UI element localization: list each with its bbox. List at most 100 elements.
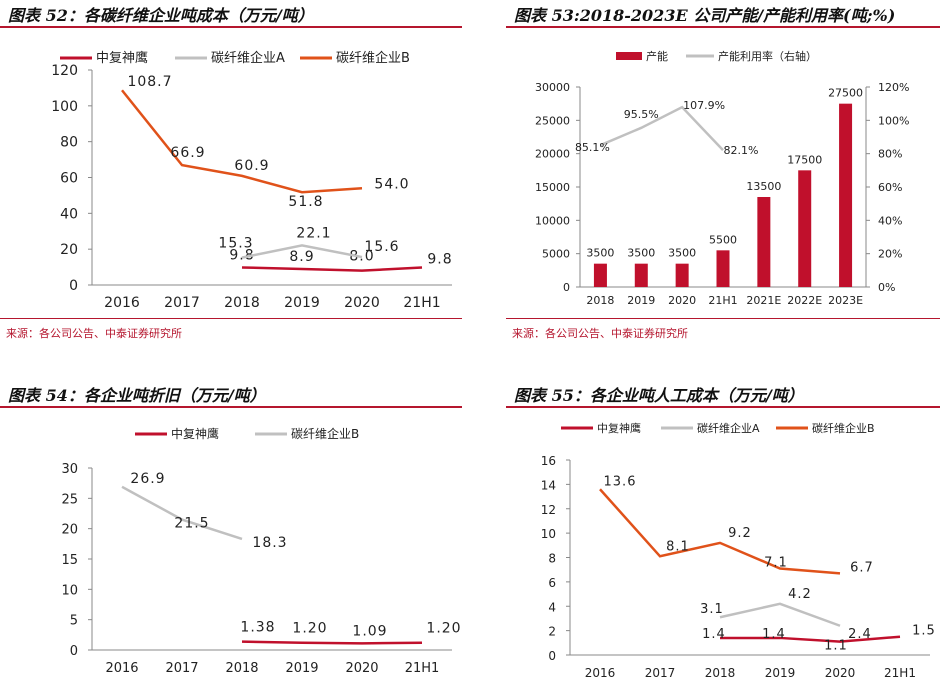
x-tick-label: 2019 bbox=[627, 294, 655, 307]
panel-title-bar: 图表 52：各碳纤维企业吨成本（万元/吨） bbox=[0, 0, 462, 28]
series-line-2 bbox=[121, 89, 363, 194]
series-line-1 bbox=[241, 244, 363, 259]
x-tick-label: 2020 bbox=[668, 294, 696, 307]
data-label: 1.4 bbox=[762, 627, 786, 642]
data-label: 1.1 bbox=[824, 639, 848, 654]
data-label: 95.5% bbox=[624, 108, 659, 121]
chart-panel-54: 图表 54：各企业吨折旧（万元/吨） 0 5 10 15 20 25 30 2016 2017 2… bbox=[0, 380, 462, 680]
data-label: 1.5 bbox=[912, 624, 936, 639]
y-tick-label: 6 bbox=[548, 576, 556, 590]
data-label: 8.1 bbox=[666, 539, 690, 554]
y-tick-label: 0 bbox=[563, 281, 570, 294]
data-label: 1.09 bbox=[352, 623, 387, 639]
data-label: 51.8 bbox=[288, 194, 323, 210]
x-tick-label: 2016 bbox=[105, 661, 138, 676]
bar bbox=[716, 250, 730, 287]
legend-label: 碳纤维企业B bbox=[812, 421, 875, 435]
x-tick-label: 21H1 bbox=[403, 295, 440, 311]
y-tick-label: 25 bbox=[61, 492, 78, 507]
y-tick-label: 20 bbox=[60, 242, 78, 258]
data-label: 9.2 bbox=[728, 526, 752, 541]
panel-title: 图表 52：各碳纤维企业吨成本（万元/吨） bbox=[8, 6, 314, 25]
chart-panel-53: 图表 53:2018-2023E 公司产能/产能利用率(吨;%) 0 5000 10… bbox=[506, 0, 940, 350]
y2-tick-label: 80% bbox=[878, 148, 902, 161]
data-label: 85.1% bbox=[575, 141, 610, 154]
data-label: 60.9 bbox=[234, 158, 269, 174]
x-tick-label: 2018 bbox=[705, 666, 736, 680]
y2-tick-label: 0% bbox=[878, 281, 895, 294]
y2-tick-label: 120% bbox=[878, 81, 909, 94]
data-label: 7.1 bbox=[764, 555, 788, 570]
x-tick-label: 2019 bbox=[765, 666, 796, 680]
bar-value-label: 17500 bbox=[787, 153, 822, 166]
x-tick-label: 2022E bbox=[787, 294, 822, 307]
data-label: 18.3 bbox=[252, 535, 287, 551]
x-tick-label: 2017 bbox=[645, 666, 676, 680]
series-line-0 bbox=[241, 640, 423, 645]
chart-52: 0 20 40 60 80 100 120 2016 2017 2018 2019 2020 21H1 中… bbox=[51, 50, 452, 311]
x-tick-label: 21H1 bbox=[884, 666, 916, 680]
y-tick-label: 8 bbox=[548, 552, 556, 566]
chart-53: 0 5000 10000 15000 20000 25000 30000 0% 20% 40% 60… bbox=[535, 49, 909, 307]
data-label: 6.7 bbox=[850, 560, 874, 575]
x-tick-label: 2020 bbox=[344, 295, 380, 311]
x-tick-label: 2020 bbox=[345, 661, 378, 676]
data-label: 26.9 bbox=[130, 471, 165, 487]
data-label: 13.6 bbox=[604, 474, 637, 489]
y-tick-label: 15 bbox=[61, 553, 78, 568]
y2-tick-label: 60% bbox=[878, 181, 902, 194]
series-line-utilization bbox=[599, 105, 724, 152]
bar bbox=[839, 103, 853, 287]
data-label: 3.1 bbox=[700, 602, 724, 617]
y-tick-label: 12 bbox=[541, 503, 556, 517]
y-tick-label: 20000 bbox=[535, 148, 570, 161]
y-tick-label: 10 bbox=[61, 583, 78, 598]
x-tick-label: 2016 bbox=[104, 295, 140, 311]
y-tick-label: 60 bbox=[60, 171, 78, 187]
chart-panel-55: 图表 55：各企业吨人工成本（万元/吨） 0 2 4 6 8 10 12 14 16 2016 20… bbox=[506, 380, 940, 680]
series-line-0 bbox=[241, 266, 423, 272]
bar-value-label: 3500 bbox=[586, 247, 614, 260]
legend-label: 产能利用率（右轴） bbox=[718, 49, 817, 63]
legend-label: 中复神鹰 bbox=[96, 50, 148, 66]
y-tick-label: 25000 bbox=[535, 114, 570, 127]
data-label: 66.9 bbox=[170, 145, 205, 161]
y2-tick-label: 100% bbox=[878, 114, 909, 127]
chart-55: 0 2 4 6 8 10 12 14 16 2016 2017 2018 2019 2020 21H1 中复神… bbox=[541, 421, 936, 680]
y2-tick-label: 20% bbox=[878, 248, 902, 261]
y-tick-label: 2 bbox=[548, 625, 556, 639]
data-label: 1.20 bbox=[292, 621, 327, 637]
x-tick-label: 2016 bbox=[585, 666, 616, 680]
chart-panel-52: 图表 52：各碳纤维企业吨成本（万元/吨） 0 20 40 60 80 100 120 201… bbox=[0, 0, 462, 350]
bar-value-label: 3500 bbox=[668, 247, 696, 260]
y-tick-label: 120 bbox=[51, 63, 78, 79]
x-tick-label: 21H1 bbox=[708, 294, 737, 307]
y-tick-label: 14 bbox=[541, 478, 556, 492]
legend-label: 碳纤维企业B bbox=[336, 50, 410, 66]
x-tick-label: 2018 bbox=[225, 661, 258, 676]
y-tick-label: 0 bbox=[70, 644, 78, 659]
x-tick-label: 2020 bbox=[825, 666, 856, 680]
x-tick-label: 2017 bbox=[164, 295, 200, 311]
data-label: 1.20 bbox=[426, 621, 461, 637]
bar bbox=[634, 263, 648, 287]
data-label: 1.4 bbox=[702, 627, 726, 642]
y-tick-label: 0 bbox=[548, 649, 556, 663]
x-tick-label: 2019 bbox=[285, 661, 318, 676]
data-label: 4.2 bbox=[788, 587, 812, 602]
panel-title: 图表 54：各企业吨折旧（万元/吨） bbox=[8, 386, 266, 405]
x-tick-label: 2019 bbox=[284, 295, 320, 311]
data-label: 15.6 bbox=[364, 239, 399, 255]
panel-title-bar: 图表 55：各企业吨人工成本（万元/吨） bbox=[506, 380, 940, 408]
data-label: 1.38 bbox=[240, 620, 275, 636]
legend-label: 碳纤维企业A bbox=[211, 50, 285, 66]
x-tick-label: 2023E bbox=[828, 294, 863, 307]
chart-54: 0 5 10 15 20 25 30 2016 2017 2018 2019 2020 21H1 中复神鹰… bbox=[61, 426, 461, 676]
bar bbox=[675, 263, 689, 287]
data-label: 22.1 bbox=[296, 225, 331, 241]
data-label: 8.9 bbox=[289, 249, 314, 265]
panel-title-bar: 图表 54：各企业吨折旧（万元/吨） bbox=[0, 380, 462, 408]
bar bbox=[757, 197, 771, 287]
data-label: 2.4 bbox=[848, 627, 872, 642]
bar bbox=[593, 263, 607, 287]
